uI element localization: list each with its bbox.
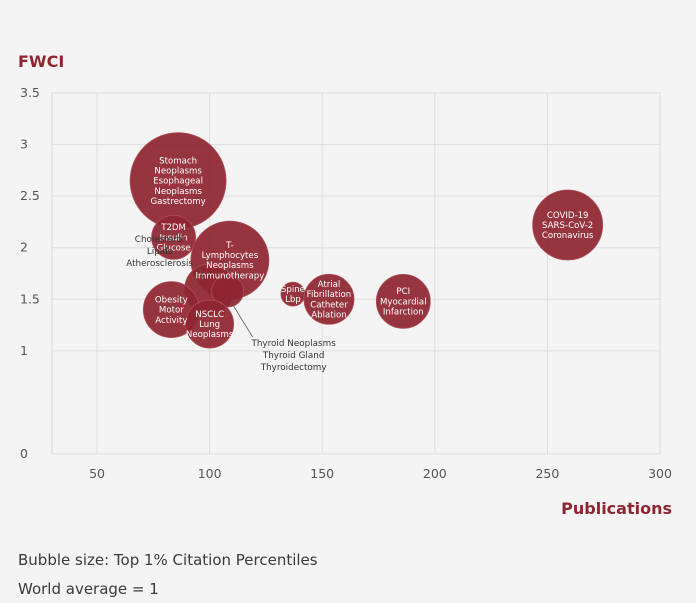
- bubble-label: Lbp: [285, 295, 301, 305]
- y-tick-label: 0: [20, 446, 28, 461]
- x-tick-label: 300: [648, 466, 672, 481]
- bubble-label: SARS-CoV-2: [542, 221, 593, 231]
- bubble: [185, 299, 235, 349]
- bubble: [211, 274, 245, 308]
- x-tick-label: 100: [198, 466, 222, 481]
- bubble-label: Lung: [199, 320, 220, 330]
- bubble-label: Neoplasms: [154, 166, 202, 176]
- bubble-label: Stomach: [159, 156, 197, 166]
- y-tick-label: 3.5: [20, 85, 40, 100]
- bubble: [303, 273, 355, 325]
- x-tick-label: 200: [423, 466, 447, 481]
- bubble-label: Motor: [159, 306, 184, 316]
- bubble-label: Obesity: [155, 295, 188, 305]
- y-tick-label: 1: [20, 343, 28, 358]
- leader-line: [230, 300, 253, 338]
- bubble-label: Coronavirus: [542, 231, 594, 241]
- y-axis-title: FWCI: [18, 52, 64, 71]
- leader-line: [197, 262, 205, 281]
- bubble-label: Spine: [281, 285, 305, 295]
- bubble-size-note: Bubble size: Top 1% Citation Percentiles: [18, 551, 318, 569]
- bubble-label: Activity: [155, 316, 187, 326]
- y-tick-label: 2.5: [20, 188, 40, 203]
- bubble-label: Catheter: [310, 300, 348, 310]
- world-average-note: World average = 1: [18, 580, 159, 598]
- bubble-label: Esophageal: [153, 177, 203, 187]
- bubble-label: Cholesterol: [135, 235, 185, 245]
- bubble-label: Gastrectomy: [150, 197, 205, 207]
- bubble-label: T-: [225, 241, 234, 251]
- bubble-label: Ablation: [311, 311, 346, 321]
- bubble-label: Neoplasms: [154, 187, 202, 197]
- bubble: [532, 189, 604, 261]
- bubble-label: Thyroidectomy: [260, 363, 327, 373]
- bubble-label: NSCLC: [195, 310, 224, 320]
- bubble-label: Fibrillation: [307, 290, 352, 300]
- bubble-label: Glucose: [156, 244, 190, 254]
- bubble-label: T2DM: [160, 223, 186, 233]
- x-tick-label: 50: [89, 466, 105, 481]
- bubble: [151, 214, 197, 260]
- bubble-label: Infarction: [383, 308, 424, 318]
- bubble-label: Lipids: [147, 247, 173, 257]
- bubble-label: COVID-19: [547, 211, 589, 221]
- bubble-label: Insulin: [160, 233, 188, 243]
- y-tick-label: 3: [20, 137, 28, 152]
- bubble-label: Immunotherapy: [195, 271, 264, 281]
- x-axis-title: Publications: [561, 499, 672, 518]
- bubble-label: PCI: [396, 287, 410, 297]
- bubble-label: Atherosclerosis: [126, 259, 193, 269]
- bubble: [375, 273, 431, 329]
- x-tick-label: 150: [310, 466, 334, 481]
- x-tick-label: 250: [535, 466, 559, 481]
- y-tick-label: 1.5: [20, 291, 40, 306]
- bubble-label: Neoplasms: [206, 261, 254, 271]
- bubble-label: Thyroid Gland: [262, 351, 325, 361]
- bubble-label: Lymphocytes: [202, 251, 259, 261]
- bubble-label: Neoplasms: [186, 330, 234, 340]
- bubble-label: Atrial: [318, 280, 341, 290]
- y-tick-label: 2: [20, 240, 28, 255]
- bubble-label: Myocardial: [380, 297, 427, 307]
- bubble-label: Thyroid Neoplasms: [250, 339, 336, 349]
